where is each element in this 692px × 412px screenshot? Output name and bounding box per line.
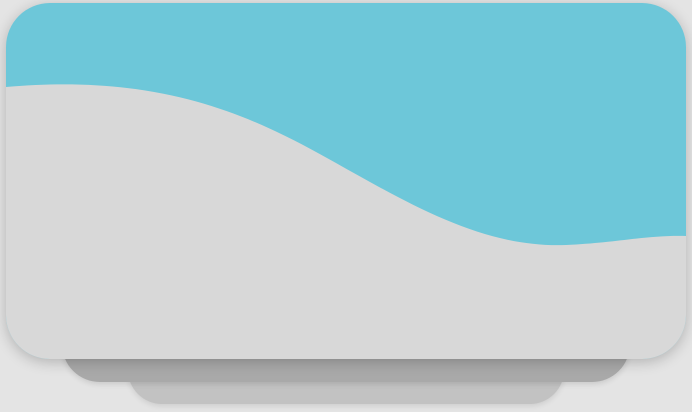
wave-card[interactable] [6,3,686,359]
wave-illustration [6,3,686,359]
wave-bottom-fill [6,84,686,359]
